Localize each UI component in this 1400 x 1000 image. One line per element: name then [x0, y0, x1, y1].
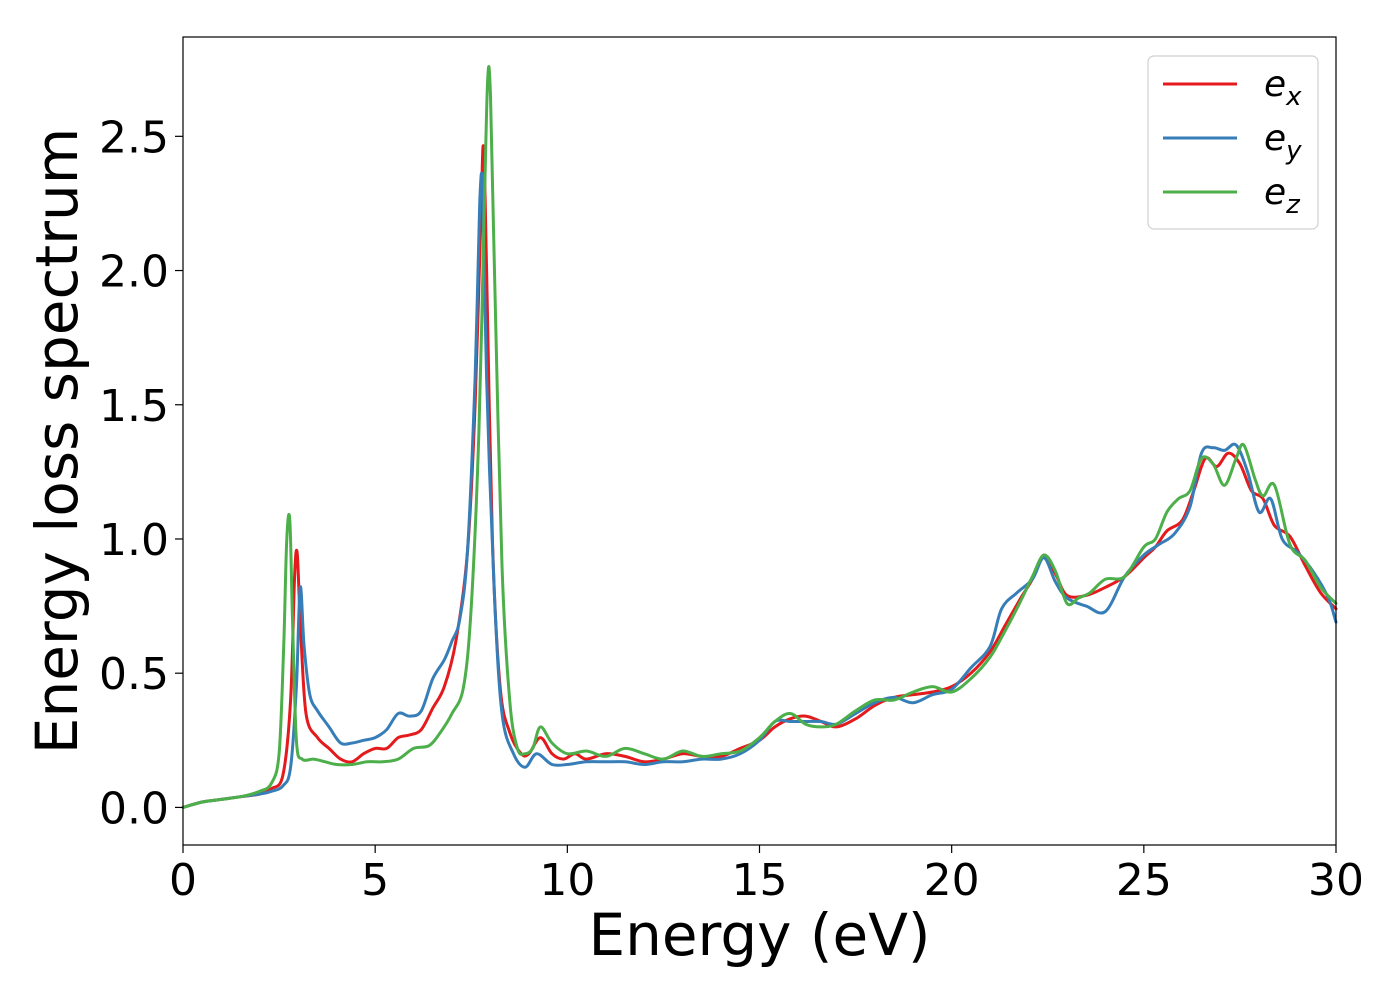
x-tick-label: 0	[169, 855, 197, 906]
x-tick-label: 30	[1308, 855, 1364, 906]
y-tick-label: 2.0	[99, 247, 169, 298]
series-layer	[181, 65, 1338, 809]
legend-label-z: ez	[1264, 172, 1301, 220]
y-tick-label: 1.5	[99, 381, 169, 432]
x-tick-label: 20	[924, 855, 980, 906]
x-axis-ticks: 0 5 10 15 20 25 30	[169, 845, 1364, 906]
x-tick-label: 5	[361, 855, 389, 906]
legend: ex ey ez	[1147, 55, 1319, 230]
series-line-x	[181, 144, 1338, 809]
y-tick-label: 0.0	[99, 783, 169, 834]
x-tick-label: 25	[1116, 855, 1172, 906]
y-tick-label: 1.0	[99, 515, 169, 566]
y-axis-title: Energy loss spectrum	[23, 128, 91, 754]
x-tick-label: 10	[539, 855, 595, 906]
x-axis-title: Energy (eV)	[588, 901, 930, 969]
legend-frame	[1147, 55, 1319, 230]
y-tick-label: 2.5	[99, 112, 169, 163]
series-line-z	[181, 65, 1338, 809]
legend-label-y: ey	[1264, 118, 1302, 166]
y-axis-ticks: 0.0 0.5 1.0 1.5 2.0 2.5	[99, 112, 183, 834]
x-tick-label: 15	[732, 855, 788, 906]
series-line-y	[181, 171, 1338, 809]
legend-label-x: ex	[1264, 64, 1302, 112]
y-tick-label: 0.5	[99, 649, 169, 700]
